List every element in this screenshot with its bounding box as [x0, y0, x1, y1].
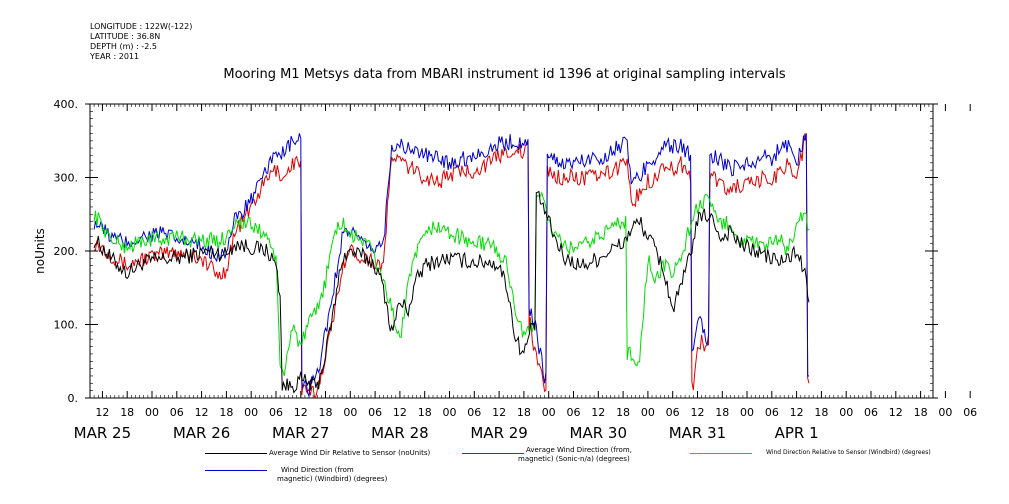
y-tick-label: 300. [54, 172, 79, 185]
x-tick-label: 18 [914, 406, 928, 419]
x-day-label: MAR 31 [669, 424, 726, 442]
x-day-label: MAR 26 [173, 424, 230, 442]
x-tick-label: 00 [343, 406, 357, 419]
x-day-label: MAR 30 [570, 424, 627, 442]
x-tick-label: 06 [467, 406, 481, 419]
legend-item-red: Average Wind Direction (from, magnetic) … [462, 446, 662, 466]
x-tick-label: 00 [443, 406, 457, 419]
legend-label-blue-line2: magnetic) (Windbird) (degrees) [277, 475, 388, 483]
legend-label-blue-line1: Wind Direction (from [281, 466, 354, 474]
x-day-label: MAR 27 [272, 424, 329, 442]
legend-swatch-green [690, 453, 752, 454]
y-tick-label: 400. [54, 98, 79, 111]
x-tick-label: 12 [591, 406, 605, 419]
legend-label-black: Average Wind Dir Relative to Sensor (noU… [269, 449, 431, 457]
meta-latitude: LATITUDE : 36.8N [90, 32, 161, 41]
x-tick-label: 06 [566, 406, 580, 419]
legend-swatch-red [462, 453, 524, 454]
y-major-ticks [85, 103, 938, 399]
x-day-label: MAR 28 [371, 424, 428, 442]
x-tick-label: 12 [492, 406, 506, 419]
x-tick-label: 18 [219, 406, 233, 419]
x-tick-label: 00 [641, 406, 655, 419]
x-day-label: MAR 29 [470, 424, 527, 442]
x-tick-label: 12 [294, 406, 308, 419]
x-tick-label: 18 [616, 406, 630, 419]
x-tick-label: 06 [864, 406, 878, 419]
meta-year: YEAR : 2011 [90, 52, 140, 61]
x-tick-label: 18 [319, 406, 333, 419]
x-tick-label: 00 [145, 406, 159, 419]
x-tick-label: 06 [765, 406, 779, 419]
series-line-black [93, 190, 810, 394]
legend-item-blue: Wind Direction (from magnetic) (Windbird… [205, 466, 445, 486]
x-day-label: APR 1 [775, 424, 819, 442]
y-tick-label: 200. [54, 245, 79, 258]
meta-depth: DEPTH (m) : -2.5 [90, 42, 157, 51]
x-tick-label: 18 [120, 406, 134, 419]
x-tick-label: 12 [889, 406, 903, 419]
x-tick-label: 06 [269, 406, 283, 419]
x-tick-label: 00 [839, 406, 853, 419]
x-tick-label: 18 [517, 406, 531, 419]
x-tick-label: 00 [740, 406, 754, 419]
x-tick-label: 06 [170, 406, 184, 419]
legend-swatch-blue [205, 470, 267, 471]
legend-label-red-line2: magnetic) (Sonic-n/a) (degrees) [518, 455, 630, 463]
x-tick-label: 18 [814, 406, 828, 419]
legend-item-green: Wind Direction Relative to Sensor (Windb… [690, 448, 960, 468]
x-tick-label: 06 [666, 406, 680, 419]
x-tick-label: 18 [418, 406, 432, 419]
legend-label-green: Wind Direction Relative to Sensor (Windb… [766, 449, 931, 456]
y-tick-label: 100. [54, 319, 79, 332]
series-line-red [94, 133, 810, 398]
major-ticks [101, 104, 971, 398]
meta-longitude: LONGITUDE : 122W(-122) [90, 22, 193, 31]
y-tick-label: 0. [68, 392, 79, 405]
legend-swatch-black [205, 453, 267, 454]
x-tick-label: 12 [393, 406, 407, 419]
x-tick-label: 00 [244, 406, 258, 419]
x-day-label: MAR 25 [74, 424, 131, 442]
y-axis-label: noUnits [33, 228, 47, 274]
x-tick-label: 00 [938, 406, 952, 419]
x-tick-label: 18 [715, 406, 729, 419]
legend-item-black: Average Wind Dir Relative to Sensor (noU… [205, 448, 465, 468]
metadata-block: LONGITUDE : 122W(-122) LATITUDE : 36.8N … [90, 22, 192, 62]
legend-label-red-line1: Average Wind Direction (from, [526, 446, 632, 454]
chart-title: Mooring M1 Metsys data from MBARI instru… [223, 67, 786, 82]
x-tick-label: 00 [542, 406, 556, 419]
series-line-blue [93, 133, 810, 398]
x-tick-label: 12 [690, 406, 704, 419]
x-tick-label: 06 [368, 406, 382, 419]
x-tick-label: 12 [195, 406, 209, 419]
series-line-green [93, 191, 810, 377]
x-tick-label: 12 [790, 406, 804, 419]
x-tick-label: 12 [95, 406, 109, 419]
x-tick-label: 06 [963, 406, 977, 419]
